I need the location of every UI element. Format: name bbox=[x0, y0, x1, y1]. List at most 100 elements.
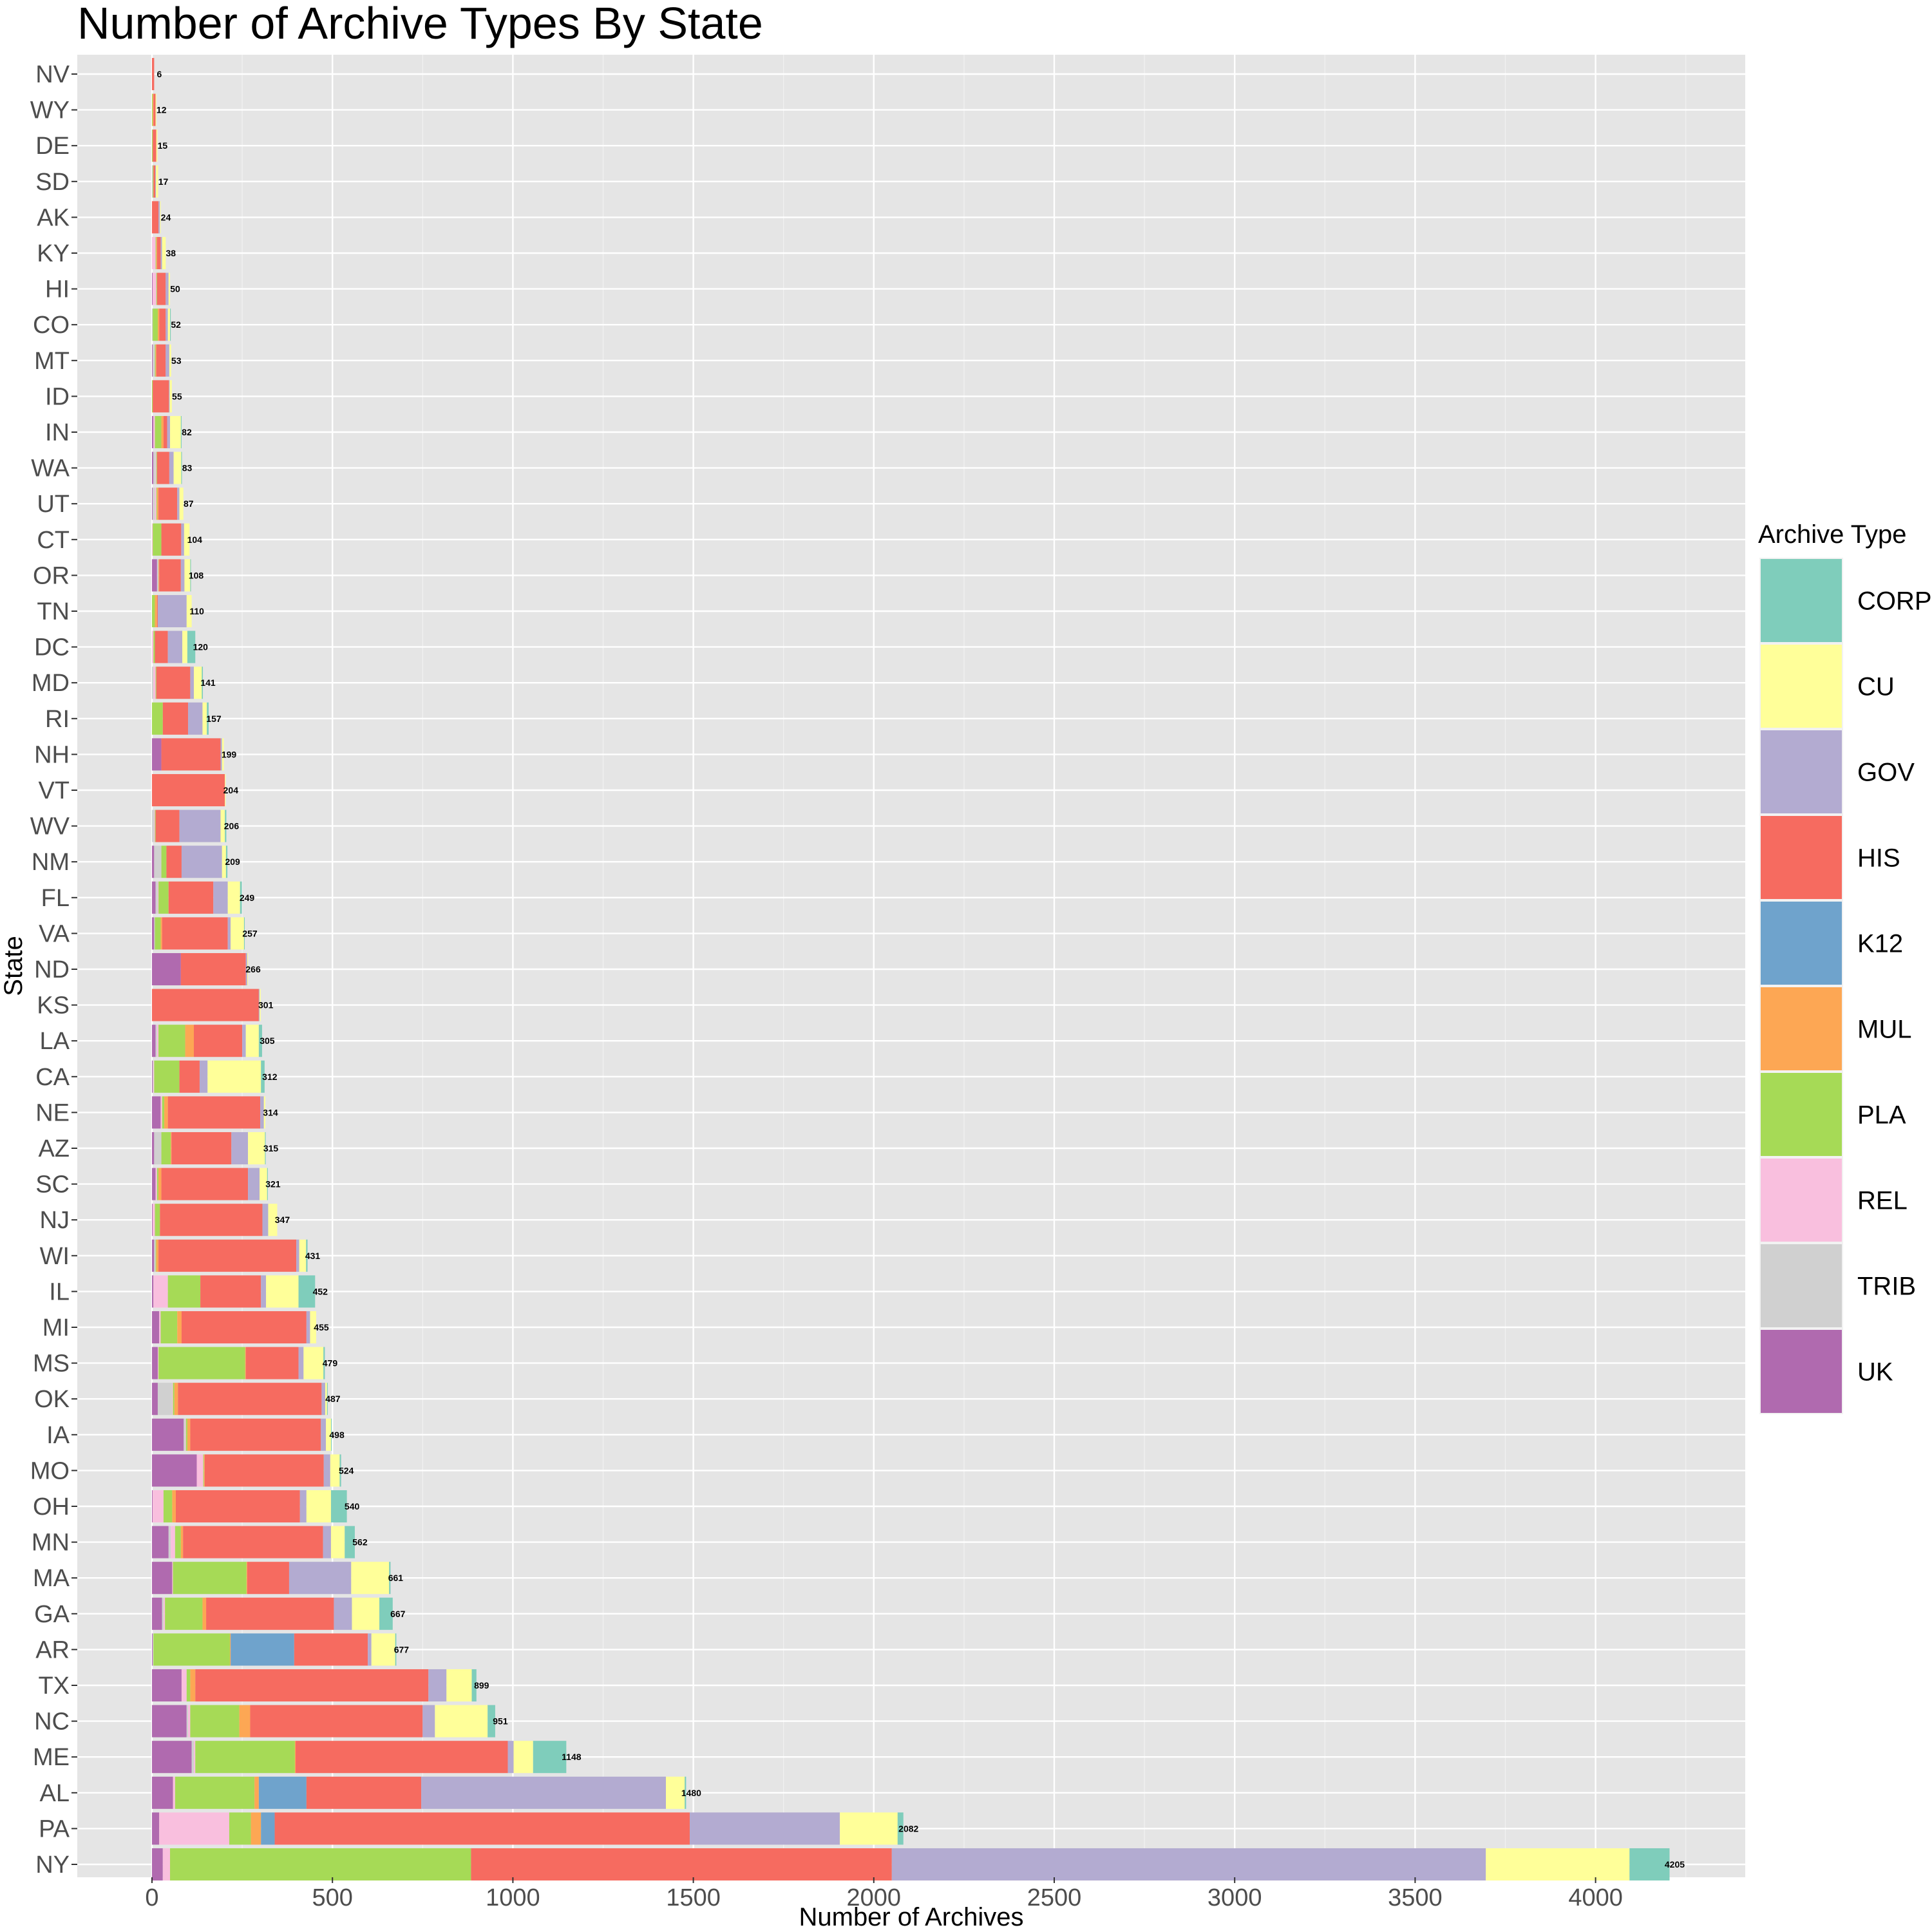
bar-segment-TN-GOV bbox=[157, 594, 187, 628]
y-tick-label-SD: SD bbox=[35, 169, 70, 196]
legend-swatch-K12 bbox=[1761, 902, 1842, 985]
bar-segment-CT-PLA bbox=[153, 523, 162, 556]
legend-label-REL: REL bbox=[1857, 1187, 1908, 1215]
bar-segment-CT-REL bbox=[152, 523, 153, 556]
bar-segment-KY-CU bbox=[162, 236, 166, 270]
x-tick-label-1000: 1000 bbox=[486, 1884, 540, 1911]
bar-segment-AZ-PLA bbox=[161, 1132, 171, 1165]
bar-segment-OR-UK bbox=[152, 559, 157, 592]
y-tick-label-AL: AL bbox=[40, 1780, 70, 1807]
bar-segment-OH-MUL bbox=[172, 1490, 176, 1523]
total-label-OH: 540 bbox=[345, 1501, 360, 1511]
bar-segment-OK-UK bbox=[152, 1383, 158, 1416]
bar-segment-ME-MUL bbox=[294, 1741, 296, 1774]
bar-segment-AR-GOV bbox=[368, 1633, 372, 1666]
bar-segment-CA-GOV bbox=[199, 1060, 208, 1093]
bar-segment-CA-CU bbox=[207, 1060, 261, 1093]
bar-segment-MO-GOV bbox=[323, 1454, 330, 1487]
bar-segment-CO-HIS bbox=[159, 308, 166, 341]
bar-segment-CA-PLA bbox=[154, 1060, 180, 1093]
bar-segment-MN-HIS bbox=[183, 1526, 323, 1558]
bar-segment-NH-UK bbox=[152, 738, 162, 771]
total-label-WI: 431 bbox=[305, 1251, 321, 1261]
bar-segment-TX-PLA bbox=[186, 1669, 191, 1702]
bar-segment-TN-PLA bbox=[152, 594, 155, 628]
y-tick-label-AZ: AZ bbox=[38, 1135, 70, 1162]
legend-swatch-CORP bbox=[1761, 559, 1842, 642]
bar-segment-ND-UK bbox=[152, 952, 181, 986]
y-tick-label-WV: WV bbox=[30, 813, 70, 840]
bar-segment-SC-PLA bbox=[156, 1168, 159, 1200]
bar-segment-DE-HIS bbox=[153, 129, 156, 162]
bar-segment-OK-CORP bbox=[327, 1383, 328, 1416]
total-label-AZ: 315 bbox=[263, 1143, 279, 1153]
bar-segment-UT-MUL bbox=[156, 488, 159, 520]
bar-segment-AR-HIS bbox=[294, 1633, 368, 1666]
y-tick-label-MN: MN bbox=[32, 1530, 70, 1557]
bar-segment-CO-CU bbox=[167, 308, 171, 341]
bar-segment-NC-HIS bbox=[250, 1705, 423, 1738]
bar-segment-OR-CU bbox=[184, 559, 191, 592]
bar-segment-GA-MUL bbox=[202, 1597, 207, 1630]
bar-segment-TN-MUL bbox=[155, 594, 157, 628]
bar-segment-DC-CU bbox=[182, 630, 187, 663]
total-label-IL: 452 bbox=[313, 1286, 328, 1296]
bar-segment-NM-PLA bbox=[161, 846, 167, 878]
total-label-RI: 157 bbox=[206, 714, 222, 724]
bar-segment-PA-UK bbox=[152, 1812, 160, 1845]
bar-segment-MO-MUL bbox=[204, 1454, 205, 1487]
bar-segment-MO-UK bbox=[152, 1454, 197, 1487]
total-label-MD: 141 bbox=[200, 677, 216, 688]
bar-segment-WV-REL bbox=[154, 810, 155, 842]
bar-segment-MA-REL bbox=[172, 1562, 173, 1595]
bar-segment-ME-HIS bbox=[296, 1741, 508, 1774]
y-tick-label-HI: HI bbox=[45, 276, 70, 303]
total-label-CT: 104 bbox=[187, 535, 203, 545]
bar-segment-MO-REL bbox=[196, 1454, 204, 1487]
bar-segment-MN-GOV bbox=[323, 1526, 331, 1558]
bar-segment-NJ-GOV bbox=[262, 1204, 269, 1236]
total-label-ME: 1148 bbox=[562, 1752, 582, 1762]
bar-segment-HI-REL bbox=[153, 272, 156, 305]
bar-segment-WI-TRIB bbox=[154, 1239, 156, 1272]
bar-segment-MT-GOV bbox=[166, 344, 169, 377]
bar-segment-NJ-HIS bbox=[160, 1204, 263, 1236]
bar-segment-UT-CU bbox=[179, 488, 184, 520]
x-axis-title: Number of Archives bbox=[799, 1903, 1023, 1931]
bar-segment-DE-PLA bbox=[152, 129, 153, 162]
bar-segment-OK-CU bbox=[325, 1383, 327, 1416]
bar-segment-WV-CU bbox=[220, 810, 225, 842]
bar-segment-RI-CORP bbox=[207, 702, 209, 735]
bar-segment-LA-UK bbox=[152, 1025, 156, 1057]
bar-segment-AR-PLA bbox=[153, 1633, 231, 1666]
total-label-SD: 17 bbox=[158, 176, 169, 187]
bar-segment-ME-GOV bbox=[507, 1741, 514, 1774]
bar-segment-UT-UK bbox=[152, 488, 153, 520]
bar-segment-OH-UK bbox=[152, 1490, 153, 1523]
y-tick-label-SC: SC bbox=[35, 1171, 70, 1198]
legend-label-HIS: HIS bbox=[1857, 844, 1900, 873]
bar-segment-FL-UK bbox=[152, 881, 156, 914]
bar-segment-NM-TRIB bbox=[154, 846, 162, 878]
bar-segment-SD-HIS bbox=[153, 165, 156, 198]
y-tick-label-VA: VA bbox=[39, 920, 70, 947]
bar-segment-CO-TRIB bbox=[152, 308, 153, 341]
bar-segment-WA-GOV bbox=[169, 451, 174, 484]
y-tick-label-IN: IN bbox=[45, 419, 70, 446]
bar-segment-OK-MUL bbox=[174, 1383, 178, 1416]
bar-segment-IA-CU bbox=[326, 1418, 331, 1451]
total-label-NC: 951 bbox=[493, 1716, 508, 1727]
bar-segment-ND-GOV bbox=[245, 952, 247, 986]
y-tick-label-UT: UT bbox=[37, 491, 70, 518]
bar-segment-WA-UK bbox=[152, 451, 154, 484]
total-label-AK: 24 bbox=[161, 212, 171, 222]
bar-segment-MI-GOV bbox=[306, 1311, 310, 1344]
bar-segment-MS-GOV bbox=[298, 1347, 304, 1379]
bar-segment-DC-CORP bbox=[187, 630, 196, 663]
y-tick-label-NC: NC bbox=[34, 1709, 70, 1736]
x-tick-label-2000: 2000 bbox=[847, 1884, 902, 1911]
bar-segment-KY-MUL bbox=[156, 236, 157, 270]
bar-segment-AL-UK bbox=[152, 1776, 173, 1809]
total-label-IN: 82 bbox=[182, 427, 192, 437]
bar-segment-LA-PLA bbox=[158, 1025, 185, 1057]
